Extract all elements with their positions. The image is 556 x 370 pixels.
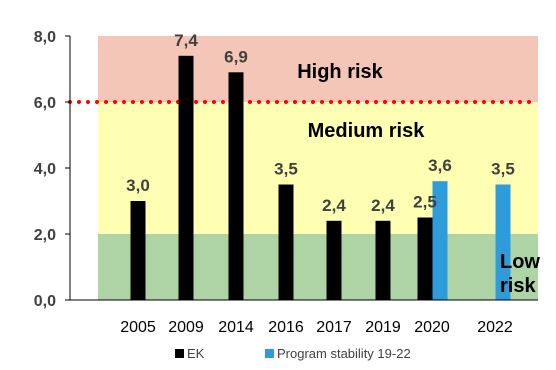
data-label-1: 7,4 xyxy=(174,31,198,50)
data-label-7: 3,6 xyxy=(428,156,452,175)
legend-label-0: EK xyxy=(187,346,205,361)
y-tick-label-2: 4,0 xyxy=(34,161,56,178)
x-tick-label-2005: 2005 xyxy=(120,319,156,336)
risk-zones xyxy=(98,36,538,300)
bar-ek-2016 xyxy=(278,184,294,300)
bar-program-stability-19-22-2020 xyxy=(432,181,448,300)
data-label-8: 3,5 xyxy=(491,160,515,179)
data-label-6: 2,5 xyxy=(413,193,437,212)
legend-swatch-1 xyxy=(265,349,274,358)
data-label-0: 3,0 xyxy=(126,176,150,195)
zone-labels: High risk Medium risk Low risk xyxy=(297,61,540,297)
axes: 0,0 2,0 4,0 6,0 8,0 2005 2009 2014 2016 2017 2019 2… xyxy=(34,29,538,336)
x-tick-label-2017: 2017 xyxy=(316,319,352,336)
y-tick-label-3: 6,0 xyxy=(34,95,56,112)
zone-0 xyxy=(98,36,538,102)
x-tick-label-2020: 2020 xyxy=(414,319,450,336)
bar-ek-2017 xyxy=(326,220,342,300)
y-tick-label-1: 2,0 xyxy=(34,227,56,244)
x-tick-label-2009: 2009 xyxy=(168,319,204,336)
y-tick-label-4: 8,0 xyxy=(34,29,56,46)
x-tick-label-2019: 2019 xyxy=(365,319,401,336)
x-tick-label-2022: 2022 xyxy=(477,319,513,336)
bar-program-stability-19-22-2022 xyxy=(495,184,511,300)
data-label-3: 3,5 xyxy=(274,160,298,179)
data-label-5: 2,4 xyxy=(371,196,395,215)
zone-label-medium: Medium risk xyxy=(308,120,426,142)
data-label-2: 6,9 xyxy=(224,47,248,66)
zone-1 xyxy=(98,102,538,234)
data-labels: 3,0 7,4 6,9 3,5 2,4 2,4 2,5 3,6 3,5 xyxy=(126,31,515,215)
x-tick-label-2014: 2014 xyxy=(218,319,254,336)
zone-label-high: High risk xyxy=(297,61,383,83)
bar-ek-2019 xyxy=(375,220,391,300)
data-label-4: 2,4 xyxy=(322,196,346,215)
bar-ek-2009 xyxy=(178,55,194,300)
bar-ek-2005 xyxy=(130,201,146,300)
y-tick-label-0: 0,0 xyxy=(34,293,56,310)
legend-swatch-0 xyxy=(175,349,184,358)
x-tick-label-2016: 2016 xyxy=(268,319,304,336)
zone-2 xyxy=(98,234,538,300)
legend: EK Program stability 19-22 xyxy=(175,346,411,361)
zone-label-low: Low risk xyxy=(500,251,540,297)
bars xyxy=(130,55,511,300)
legend-label-1: Program stability 19-22 xyxy=(277,346,411,361)
bar-ek-2014 xyxy=(228,72,244,300)
bar-ek-2020 xyxy=(417,217,433,300)
